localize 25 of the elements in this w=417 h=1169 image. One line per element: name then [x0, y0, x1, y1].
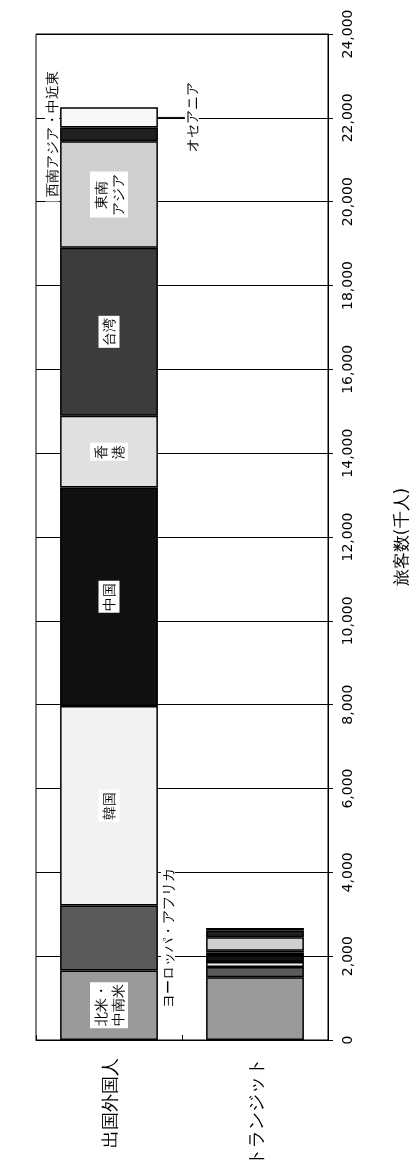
series-label: 東南アジア [92, 173, 126, 216]
text: オセアニア [183, 82, 200, 153]
y-tick-label: 0 [339, 1035, 355, 1045]
y-tick-label: 22,000 [339, 93, 355, 143]
y-tick-label: 4,000 [339, 852, 355, 893]
y-tick-label: 12,000 [339, 512, 355, 562]
x-tick-label: トランジット [244, 1058, 266, 1166]
y-tick-label: 20,000 [339, 177, 355, 227]
series-label: 韓国 [101, 791, 117, 820]
y-tick-label: 18,000 [339, 261, 355, 310]
y-tick-label: 24,000 [339, 9, 355, 59]
y-tick-label: 14,000 [339, 428, 355, 478]
series-label: 台湾 [101, 317, 117, 346]
text: ヨーロッパ・アフリカ [159, 867, 176, 1008]
series-label: 中国 [101, 582, 117, 611]
y-tick-label: 2,000 [339, 936, 355, 977]
y-axis-title: 旅客数(千人) [390, 487, 411, 587]
y-tick-label: 8,000 [339, 684, 355, 725]
series-label: 北米・中南米 [92, 984, 126, 1027]
x-tick-label: 出国外国人 [98, 1058, 120, 1148]
y-tick-label: 16,000 [339, 344, 355, 394]
y-tick-label: 10,000 [339, 596, 355, 646]
text: 西南アジア・中近東 [44, 71, 61, 198]
y-tick-label: 6,000 [339, 768, 355, 809]
series-label: 香港 [92, 444, 126, 459]
